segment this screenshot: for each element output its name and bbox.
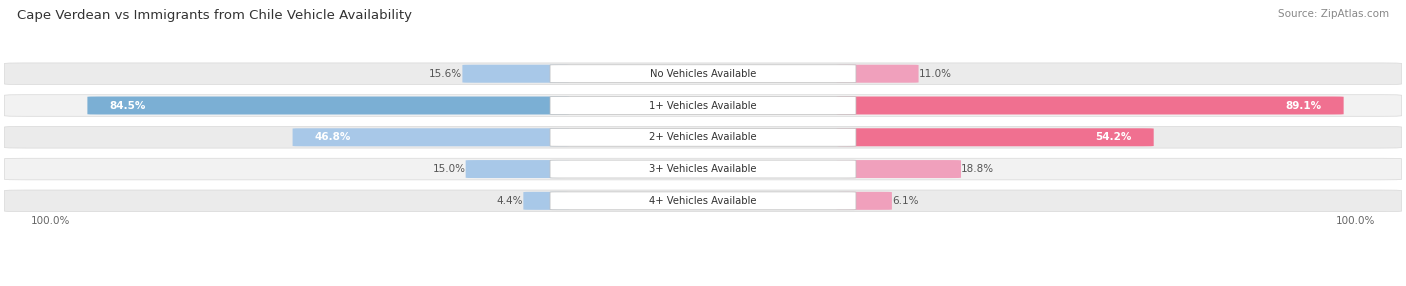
- FancyBboxPatch shape: [837, 96, 1344, 114]
- FancyBboxPatch shape: [550, 128, 856, 146]
- FancyBboxPatch shape: [837, 192, 891, 210]
- FancyBboxPatch shape: [550, 160, 856, 178]
- FancyBboxPatch shape: [4, 95, 1402, 116]
- FancyBboxPatch shape: [465, 160, 569, 178]
- Text: Cape Verdean vs Immigrants from Chile Vehicle Availability: Cape Verdean vs Immigrants from Chile Ve…: [17, 9, 412, 21]
- Text: 11.0%: 11.0%: [918, 69, 952, 79]
- Text: 18.8%: 18.8%: [962, 164, 994, 174]
- Text: 54.2%: 54.2%: [1095, 132, 1132, 142]
- Text: 15.0%: 15.0%: [433, 164, 465, 174]
- FancyBboxPatch shape: [292, 128, 569, 146]
- FancyBboxPatch shape: [837, 128, 1154, 146]
- Text: 100.0%: 100.0%: [1336, 217, 1375, 227]
- Text: 4.4%: 4.4%: [496, 196, 523, 206]
- FancyBboxPatch shape: [550, 65, 856, 83]
- FancyBboxPatch shape: [4, 190, 1402, 212]
- Text: No Vehicles Available: No Vehicles Available: [650, 69, 756, 79]
- FancyBboxPatch shape: [4, 126, 1402, 148]
- Text: 100.0%: 100.0%: [31, 217, 70, 227]
- FancyBboxPatch shape: [463, 65, 569, 83]
- FancyBboxPatch shape: [4, 158, 1402, 180]
- FancyBboxPatch shape: [837, 65, 918, 83]
- Text: Source: ZipAtlas.com: Source: ZipAtlas.com: [1278, 9, 1389, 19]
- FancyBboxPatch shape: [550, 97, 856, 114]
- FancyBboxPatch shape: [523, 192, 569, 210]
- Text: 89.1%: 89.1%: [1285, 100, 1322, 110]
- Text: 2+ Vehicles Available: 2+ Vehicles Available: [650, 132, 756, 142]
- FancyBboxPatch shape: [4, 63, 1402, 85]
- Text: 1+ Vehicles Available: 1+ Vehicles Available: [650, 100, 756, 110]
- Text: 6.1%: 6.1%: [891, 196, 918, 206]
- Text: 3+ Vehicles Available: 3+ Vehicles Available: [650, 164, 756, 174]
- FancyBboxPatch shape: [837, 160, 962, 178]
- FancyBboxPatch shape: [87, 96, 569, 114]
- Text: 84.5%: 84.5%: [110, 100, 146, 110]
- Text: 15.6%: 15.6%: [429, 69, 463, 79]
- Text: 4+ Vehicles Available: 4+ Vehicles Available: [650, 196, 756, 206]
- Text: 46.8%: 46.8%: [315, 132, 352, 142]
- FancyBboxPatch shape: [550, 192, 856, 210]
